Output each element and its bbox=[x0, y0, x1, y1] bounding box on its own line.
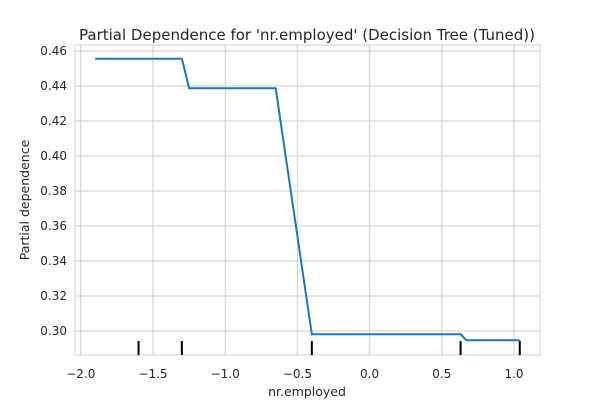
x-tick-label: 0.5 bbox=[432, 367, 451, 381]
x-tick-labels: −2.0 −1.5 −1.0 −0.5 0.0 0.5 1.0 bbox=[66, 367, 523, 381]
y-tick-label: 0.38 bbox=[40, 184, 67, 198]
y-tick-label: 0.32 bbox=[40, 289, 67, 303]
rug-marks bbox=[137, 341, 521, 355]
x-tick-label: −1.0 bbox=[211, 367, 240, 381]
x-tick-label: 1.0 bbox=[504, 367, 523, 381]
y-tick-label: 0.42 bbox=[40, 114, 67, 128]
x-tick-label: −1.5 bbox=[138, 367, 167, 381]
x-tick-label: −2.0 bbox=[66, 367, 95, 381]
grid-lines bbox=[75, 45, 540, 355]
y-tick-label: 0.34 bbox=[40, 254, 67, 268]
y-tick-label: 0.46 bbox=[40, 44, 67, 58]
y-axis-label: Partial dependence bbox=[17, 139, 32, 260]
partial-dependence-line bbox=[95, 57, 520, 342]
x-tick-label: −0.5 bbox=[283, 367, 312, 381]
y-tick-labels: 0.30 0.32 0.34 0.36 0.38 0.40 0.42 0.44 0.46 bbox=[40, 44, 67, 338]
y-tick-label: 0.40 bbox=[40, 149, 67, 163]
x-tick-label: 0.0 bbox=[360, 367, 379, 381]
y-tick-label: 0.36 bbox=[40, 219, 67, 233]
y-tick-label: 0.44 bbox=[40, 79, 67, 93]
x-axis-label: nr.employed bbox=[268, 384, 346, 399]
y-tick-label: 0.30 bbox=[40, 324, 67, 338]
chart-title: Partial Dependence for 'nr.employed' (De… bbox=[79, 26, 535, 44]
